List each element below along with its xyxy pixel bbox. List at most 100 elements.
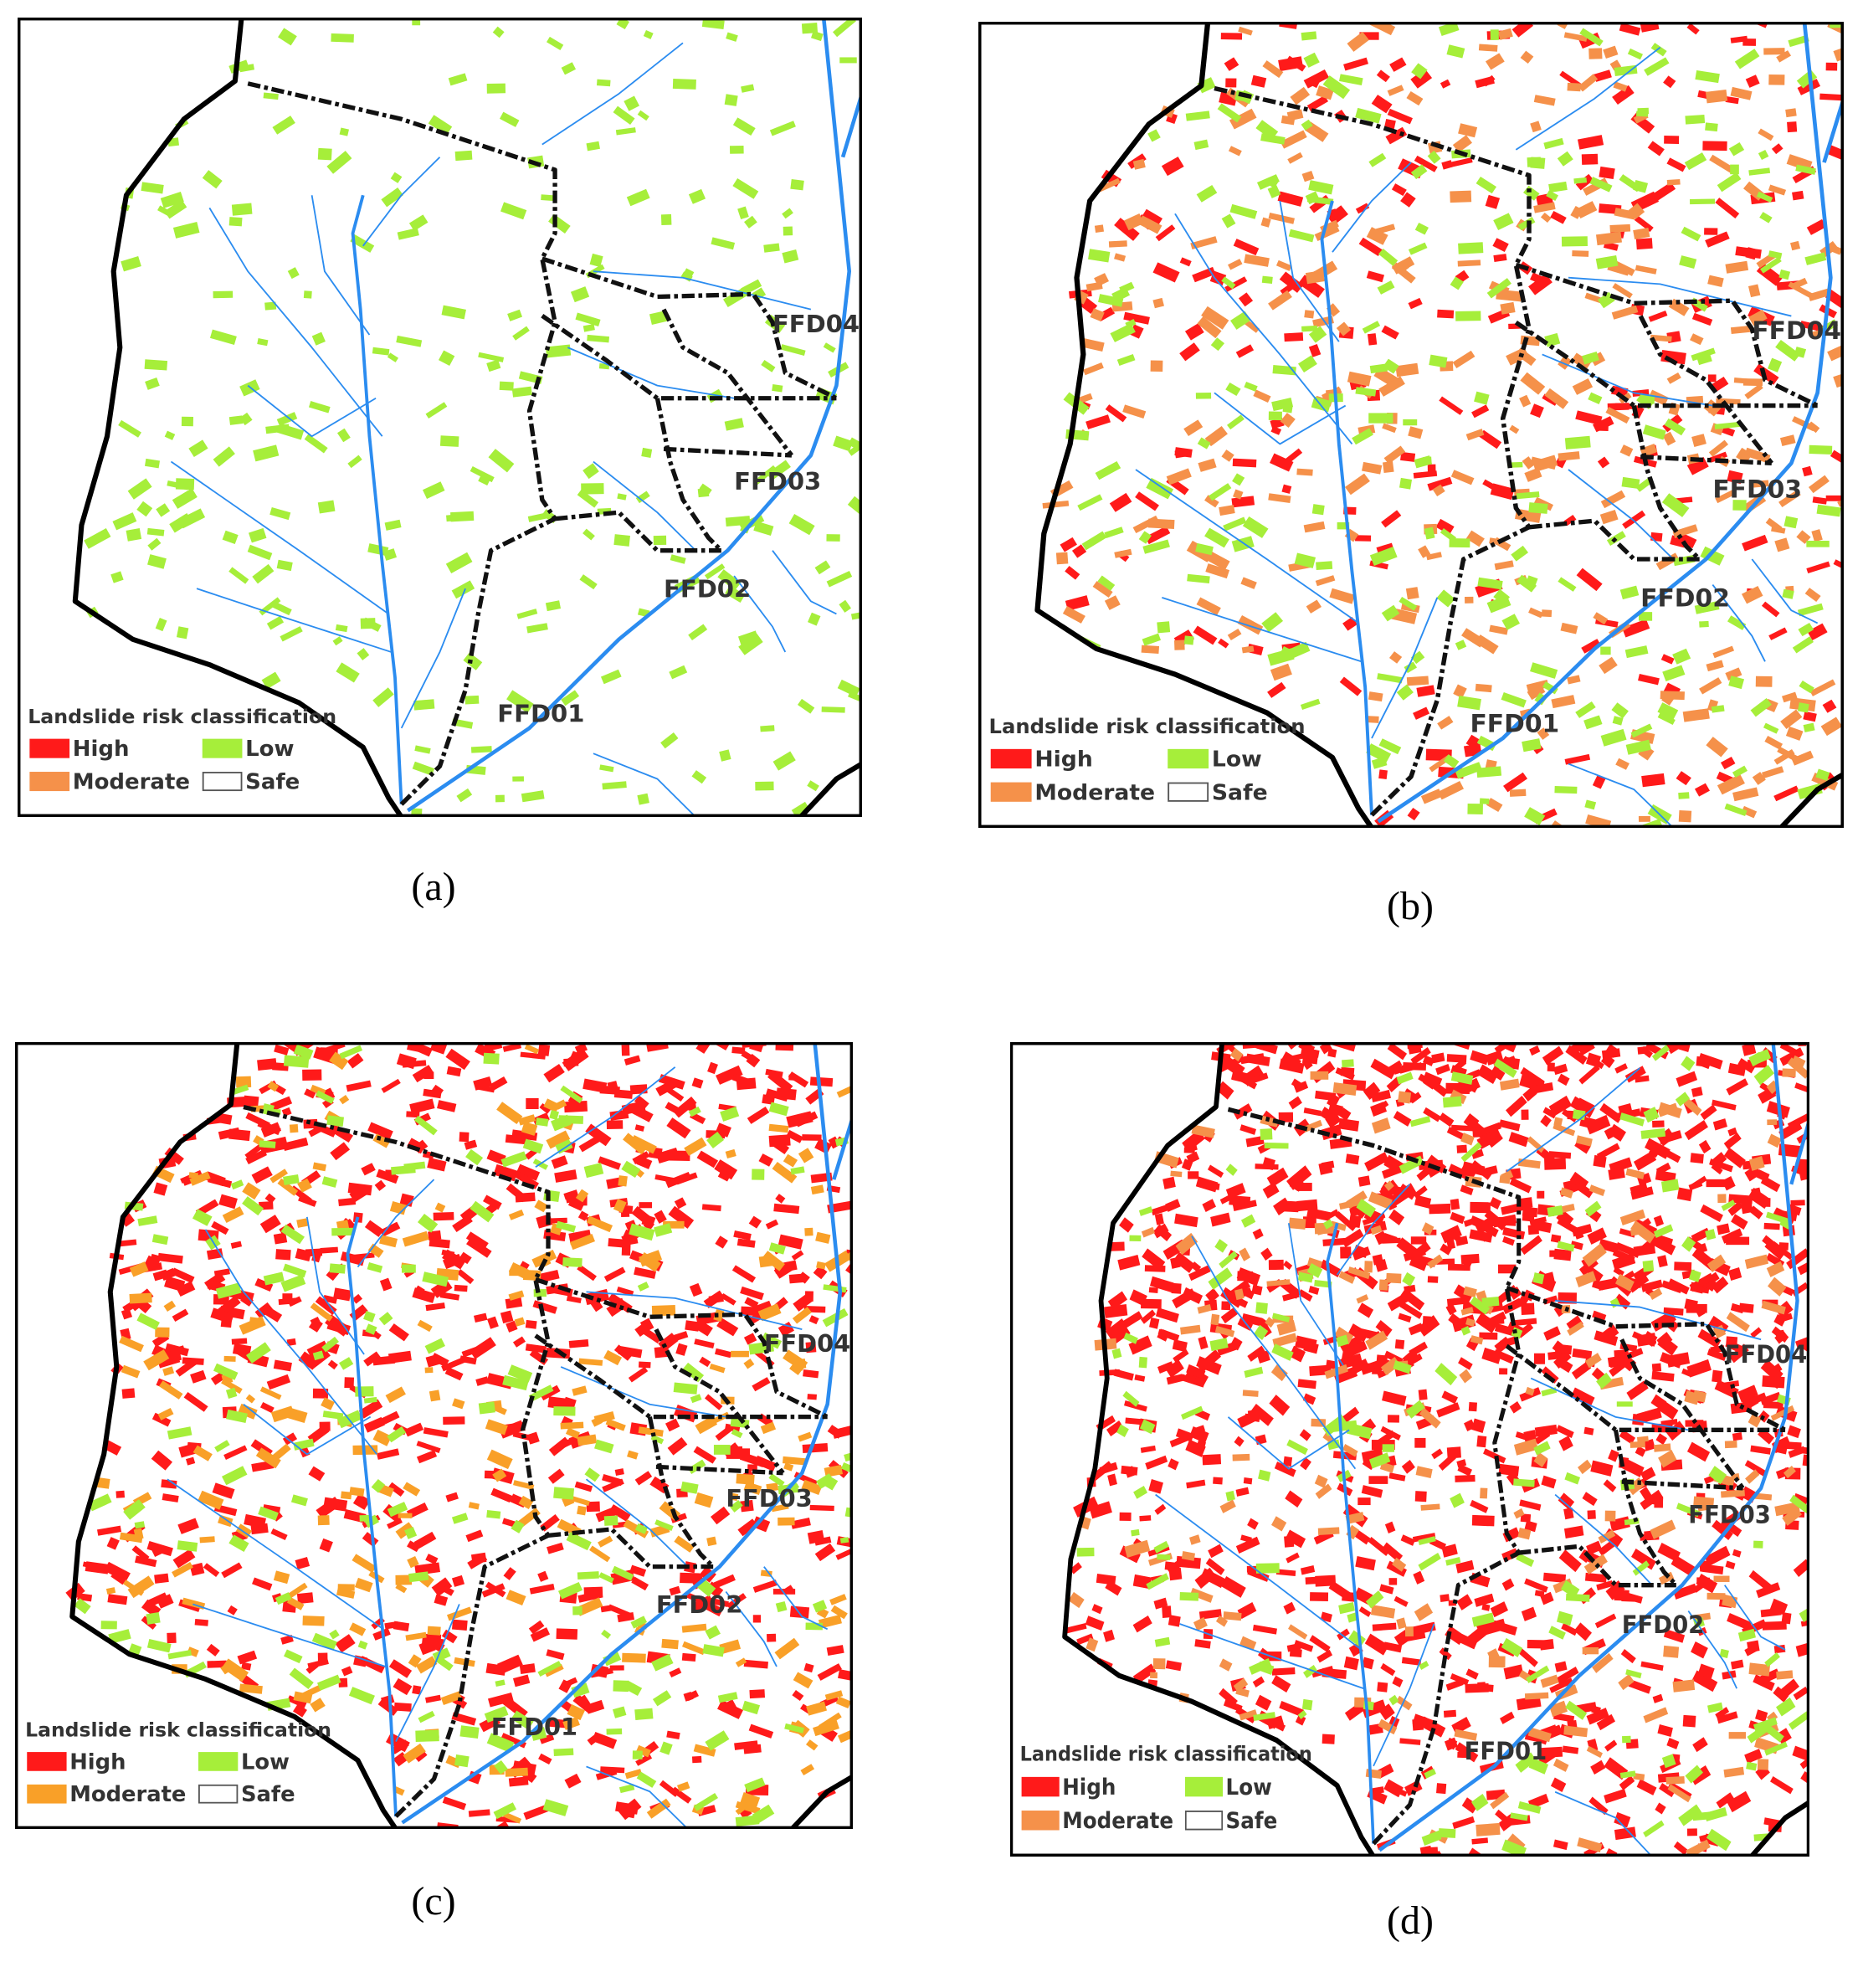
risk-patch <box>442 1796 467 1811</box>
legend-label: Moderate <box>1062 1807 1173 1833</box>
risk-patch <box>1592 774 1606 789</box>
risk-patch <box>590 1663 609 1678</box>
risk-patch <box>807 1530 825 1544</box>
risk-patch <box>1666 178 1681 186</box>
risk-patch <box>752 1377 771 1392</box>
risk-patch <box>1712 1118 1727 1131</box>
risk-patch <box>360 618 376 629</box>
risk-patch <box>545 600 562 612</box>
risk-patch <box>1347 31 1369 52</box>
risk-patch <box>189 1171 211 1186</box>
risk-patch <box>618 1784 635 1794</box>
risk-patch <box>1454 1729 1478 1741</box>
risk-patch <box>423 1427 449 1438</box>
risk-patch <box>1305 191 1320 205</box>
risk-patch <box>733 1230 752 1241</box>
risk-patch <box>743 1333 757 1345</box>
risk-patch <box>461 1344 485 1358</box>
risk-patch <box>1526 1665 1550 1683</box>
risk-patch <box>833 435 854 452</box>
risk-patch <box>136 501 153 517</box>
risk-patch <box>1633 1151 1657 1171</box>
risk-patch <box>1231 496 1255 508</box>
risk-patch <box>1405 1400 1425 1419</box>
risk-patch <box>1352 1244 1369 1258</box>
risk-patch <box>1450 470 1475 485</box>
risk-patch <box>1768 1277 1787 1297</box>
risk-patch <box>1702 141 1727 152</box>
risk-patch <box>269 506 291 521</box>
risk-patch <box>287 1296 302 1307</box>
risk-patch <box>1619 23 1641 36</box>
risk-patch <box>1820 717 1843 737</box>
risk-patch <box>1141 1298 1162 1309</box>
risk-patch <box>1513 1478 1535 1487</box>
risk-patch <box>1808 475 1830 494</box>
risk-patch <box>773 1203 800 1215</box>
risk-patch <box>1385 126 1408 145</box>
risk-patch <box>1485 53 1505 70</box>
risk-patch <box>1278 1112 1294 1122</box>
risk-patch <box>1625 1669 1642 1679</box>
risk-patch <box>1339 74 1363 85</box>
risk-patch <box>317 147 332 161</box>
risk-patch <box>1205 563 1230 579</box>
risk-patch <box>684 1561 697 1574</box>
risk-patch <box>112 512 137 531</box>
risk-patch <box>1760 1607 1782 1618</box>
risk-patch <box>650 1434 665 1445</box>
risk-patch <box>1633 227 1650 239</box>
risk-patch <box>627 1450 639 1460</box>
risk-patch <box>1556 1425 1574 1438</box>
risk-patch <box>1094 273 1109 287</box>
risk-patch <box>1413 1570 1425 1585</box>
risk-patch <box>146 1612 161 1625</box>
risk-patch <box>584 1467 600 1482</box>
risk-patch <box>505 1134 527 1145</box>
legend-label: High <box>73 737 130 762</box>
risk-patch <box>348 1687 375 1705</box>
risk-patch <box>1497 1264 1517 1274</box>
risk-patch <box>486 1449 513 1470</box>
risk-patch <box>673 1097 697 1118</box>
risk-patch <box>1552 1063 1568 1076</box>
risk-patch <box>1676 771 1691 786</box>
risk-patch <box>333 1287 352 1302</box>
risk-patch <box>818 1614 842 1629</box>
risk-patch <box>1774 537 1790 552</box>
risk-patch <box>1530 121 1542 133</box>
river <box>357 1179 435 1268</box>
risk-patch <box>1157 1554 1171 1560</box>
risk-patch <box>1650 334 1672 342</box>
risk-patch <box>1694 783 1710 797</box>
risk-patch <box>1825 495 1844 501</box>
risk-patch <box>1221 276 1236 290</box>
risk-patch <box>1396 1071 1414 1085</box>
risk-patch <box>1611 305 1639 320</box>
risk-patch <box>312 1350 325 1361</box>
risk-patch <box>413 1115 438 1136</box>
risk-patch <box>1657 1542 1681 1562</box>
risk-patch <box>775 1600 788 1613</box>
risk-patch <box>1785 726 1804 741</box>
risk-patch <box>286 1338 296 1346</box>
risk-patch <box>136 1312 160 1330</box>
risk-patch <box>1681 226 1701 242</box>
risk-patch <box>624 1055 641 1066</box>
risk-patch <box>1763 1401 1783 1409</box>
risk-patch <box>792 1690 804 1701</box>
risk-patch <box>274 1044 290 1056</box>
risk-patch <box>653 535 667 546</box>
risk-patch <box>1431 1448 1444 1460</box>
risk-patch <box>1809 679 1836 696</box>
risk-patch <box>1618 1673 1635 1691</box>
risk-patch <box>119 1239 137 1247</box>
risk-patch <box>157 1594 174 1609</box>
risk-patch <box>1577 135 1604 150</box>
risk-patch <box>1651 1371 1675 1382</box>
risk-patch <box>569 1233 595 1251</box>
risk-patch <box>1516 1553 1535 1567</box>
risk-patch <box>1114 253 1127 262</box>
risk-patch <box>275 1592 292 1605</box>
risk-patch <box>289 1123 299 1133</box>
